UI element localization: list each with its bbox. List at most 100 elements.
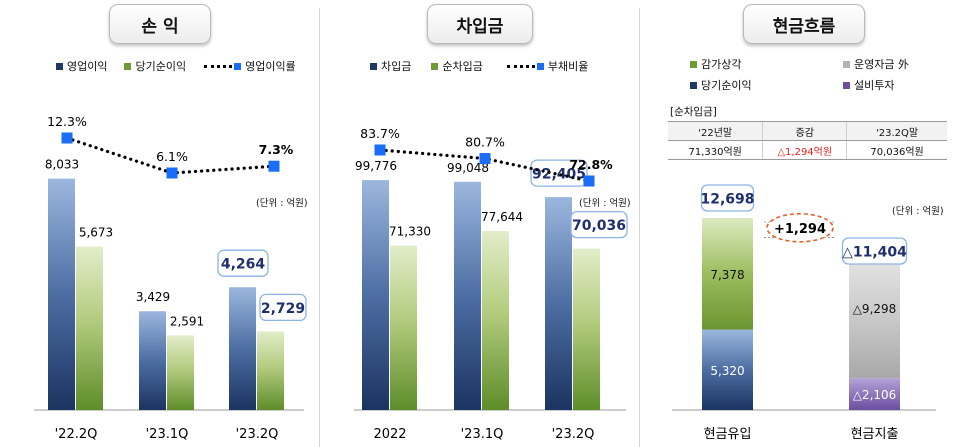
cf-tick-1: 현금지출 [851, 427, 899, 442]
legend-swatch-net [124, 62, 132, 70]
debt-rate-label-2: 72.8% [569, 157, 613, 172]
debt-bar-net-0 [390, 245, 417, 410]
net-debt-value-change: △1,294억원 [762, 140, 847, 160]
legend-marker-rate [234, 62, 242, 70]
debt-label-gross-0: 99,776 [355, 159, 397, 173]
debt-rate-marker-1 [479, 153, 491, 165]
debt-label-gross-1: 99,048 [447, 161, 489, 175]
legend-swatch-depreciation [690, 60, 697, 68]
legend-swatch-net-income [690, 81, 697, 89]
cf-inflow-total-box [700, 184, 755, 212]
pl-bar-net-0 [76, 246, 103, 410]
pl-label-op-2: 4,264 [221, 257, 266, 273]
debt-rate-marker-2 [583, 175, 595, 187]
cf-inflow-seg-1 [702, 218, 753, 330]
legend-item-net-income: 당기순이익 [690, 77, 752, 93]
net-debt-header-end: '23.2Q말 [846, 121, 947, 141]
legend-label-rate: 영업이익률 [245, 60, 296, 73]
debt-rate-marker-0 [374, 144, 386, 156]
net-debt-value-end: 70,036억원 [846, 140, 947, 160]
debt-bar-gross-1 [454, 181, 481, 410]
unit-label-pl: (단위 : 억원) [256, 198, 308, 209]
legend-swatch-gross [370, 62, 377, 70]
legend-profit-loss: 영업이익 당기순이익 영업이익률 [56, 58, 296, 74]
debt-label-net-2-box [570, 210, 628, 239]
debt-tick-0: 2022 [373, 427, 406, 442]
pl-bar-op-2 [229, 287, 256, 410]
legend-label-working-capital: 운영자금 外 [854, 58, 909, 71]
pl-tick-1: '23.1Q [146, 427, 189, 442]
panel-cashflow: 현금흐름 감가상각 운영자금 外 당기순이익 설비투자 [순차입금] '22년말… [640, 0, 960, 447]
cf-outflow-total: △11,404 [842, 245, 907, 261]
cf-diff-label: +1,294 [774, 222, 826, 237]
cf-outflow-seg-label-1: △9,298 [853, 302, 897, 316]
tab-cashflow[interactable]: 현금흐름 [743, 4, 865, 44]
debt-bar-gross-0 [362, 180, 389, 410]
cf-outflow-total-box [841, 237, 908, 265]
debt-rate-label-0: 83.7% [360, 126, 400, 141]
pl-rate-label-1: 6.1% [156, 149, 188, 164]
pl-label-net-1: 2,591 [170, 314, 204, 328]
panel-borrowings: 차입금 차입금 순차입금 부채비율 (단위 : 억원) [320, 0, 638, 447]
pl-tick-0: '22.2Q [55, 427, 98, 442]
legend-swatch-op [56, 62, 63, 70]
pl-label-net-0: 5,673 [79, 226, 113, 240]
pl-bar-net-1 [167, 335, 194, 410]
pl-label-op-1: 3,429 [136, 290, 170, 304]
cf-inflow-seg-label-0: 5,320 [710, 364, 744, 378]
debt-bar-net-1 [482, 231, 509, 410]
pl-rate-marker-0 [61, 132, 73, 144]
legend-swatch-capex [843, 81, 850, 89]
debt-label-net-1: 77,644 [481, 210, 523, 224]
legend-label-net: 당기순이익 [135, 60, 187, 73]
pl-label-net-2: 2,729 [261, 301, 305, 317]
legend-label-op: 영업이익 [67, 60, 108, 73]
divider-2 [639, 8, 640, 447]
pl-label-net-2-box [259, 293, 307, 322]
cf-inflow-total: 12,698 [700, 192, 754, 208]
cf-inflow-seg-0 [702, 329, 753, 410]
legend-label-net-income: 당기순이익 [701, 79, 752, 92]
pl-bar-op-0 [48, 178, 75, 410]
net-debt-table-title: [순차입금] [670, 106, 717, 118]
net-debt-table-values: 71,330억원 △1,294억원 70,036억원 [668, 140, 947, 160]
legend-dotted-line [204, 64, 233, 68]
cf-outflow-seg-0 [849, 378, 900, 410]
pl-label-op-2-box [217, 249, 269, 277]
debt-bar-net-2 [573, 248, 600, 410]
legend-label-debt-ratio: 부채비율 [547, 60, 589, 73]
legend-item-working-capital: 운영자금 外 [843, 56, 909, 72]
debt-label-net-0: 71,330 [389, 225, 431, 239]
legend-label-netdebt: 순차입금 [442, 60, 483, 73]
cf-diff-ellipse [766, 212, 834, 243]
net-debt-header-start: '22년말 [668, 121, 763, 141]
net-debt-value-start: 71,330억원 [668, 140, 763, 160]
legend-label-capex: 설비투자 [854, 79, 895, 92]
pl-rate-marker-1 [166, 167, 178, 179]
legend-dotted-line-2 [506, 64, 535, 68]
tab-borrowings[interactable]: 차입금 [427, 4, 533, 44]
net-debt-header-change: 증감 [762, 121, 847, 141]
pl-label-op-0: 8,033 [45, 158, 79, 172]
pl-rate-label-2: 7.3% [259, 142, 294, 157]
legend-label-gross: 차입금 [381, 60, 412, 73]
net-debt-table-header: '22년말 증감 '23.2Q말 [668, 121, 947, 141]
net-debt-table: '22년말 증감 '23.2Q말 71,330억원 △1,294억원 70,03… [668, 121, 947, 160]
cf-inflow-seg-label-1: 7,378 [710, 268, 744, 282]
cf-outflow-seg-label-0: △2,106 [853, 388, 897, 402]
unit-label-debt: (단위 : 억원) [579, 198, 631, 209]
legend-borrowings: 차입금 순차입금 부채비율 [370, 58, 588, 74]
legend-item-capex: 설비투자 [843, 77, 894, 93]
pl-tick-2: '23.2Q [236, 427, 279, 442]
unit-label-cf: (단위 : 억원) [892, 206, 944, 217]
tab-profit-loss[interactable]: 손 익 [109, 4, 211, 44]
debt-tick-2: '23.2Q [552, 427, 595, 442]
debt-label-net-2: 70,036 [572, 218, 626, 234]
legend-item-depreciation: 감가상각 [690, 56, 741, 72]
debt-bar-gross-2 [545, 197, 572, 410]
debt-label-gross-2-box [530, 159, 588, 187]
pl-rate-label-0: 12.3% [47, 114, 87, 129]
pl-bar-net-2 [257, 331, 284, 410]
legend-label-depreciation: 감가상각 [701, 58, 742, 71]
legend-swatch-working-capital [843, 60, 850, 68]
